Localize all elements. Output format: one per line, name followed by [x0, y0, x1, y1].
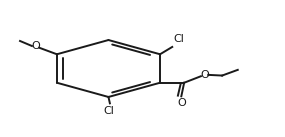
Text: O: O — [31, 41, 40, 51]
Text: Cl: Cl — [174, 35, 184, 45]
Text: O: O — [177, 98, 186, 108]
Text: O: O — [200, 70, 209, 80]
Text: Cl: Cl — [103, 106, 114, 116]
